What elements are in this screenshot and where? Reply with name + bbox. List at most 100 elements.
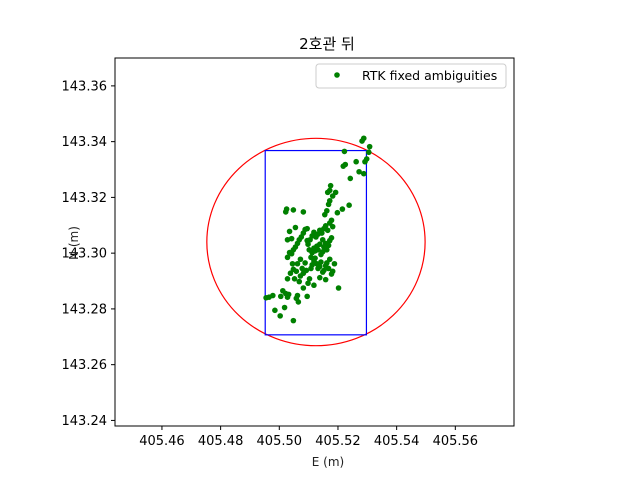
y-tick-label: 143.30 bbox=[62, 247, 108, 262]
data-point bbox=[290, 317, 297, 324]
data-point bbox=[291, 276, 298, 282]
data-point bbox=[326, 187, 333, 194]
x-tick-label: 405.48 bbox=[198, 434, 244, 449]
x-tick-label: 405.54 bbox=[374, 434, 420, 449]
x-tick-label: 405.56 bbox=[433, 434, 479, 449]
data-point bbox=[316, 241, 323, 248]
data-point bbox=[270, 292, 276, 299]
data-point bbox=[297, 256, 304, 263]
data-point bbox=[316, 274, 323, 281]
data-point bbox=[290, 207, 297, 213]
data-point bbox=[305, 280, 311, 287]
data-point bbox=[302, 260, 308, 266]
data-point bbox=[326, 256, 333, 263]
overlay-layer bbox=[206, 137, 426, 347]
legend-marker bbox=[334, 72, 340, 78]
x-axis-ticks: 405.46 405.48 405.50 405.52 405.54 405.56 bbox=[139, 426, 478, 449]
data-point bbox=[294, 260, 301, 267]
data-point bbox=[353, 158, 359, 165]
y-axis-ticks: 143.24 143.26 143.28 143.30 143.32 143.34 143.… bbox=[62, 79, 115, 429]
data-point bbox=[360, 135, 367, 142]
legend-box bbox=[315, 63, 507, 89]
data-point bbox=[303, 267, 310, 274]
data-point bbox=[304, 237, 310, 244]
legend: RTK fixed ambiguities bbox=[315, 63, 507, 89]
data-point bbox=[329, 268, 336, 275]
data-point bbox=[286, 228, 293, 235]
data-point bbox=[335, 285, 342, 291]
data-point bbox=[324, 227, 331, 234]
data-point bbox=[329, 223, 336, 230]
data-point bbox=[322, 276, 329, 283]
y-axis-label: N (m) bbox=[67, 226, 81, 260]
data-point bbox=[308, 254, 314, 261]
x-tick-label: 405.52 bbox=[315, 434, 361, 449]
data-point bbox=[332, 189, 339, 196]
data-point bbox=[288, 235, 295, 242]
legend-label: RTK fixed ambiguities bbox=[362, 68, 497, 83]
data-point bbox=[293, 268, 300, 275]
data-point bbox=[342, 161, 349, 168]
data-point bbox=[284, 254, 291, 261]
data-point bbox=[306, 276, 313, 282]
data-point bbox=[328, 217, 335, 224]
data-point bbox=[315, 247, 321, 253]
data-point bbox=[341, 148, 348, 155]
data-point bbox=[304, 225, 310, 232]
data-point bbox=[289, 260, 296, 267]
data-point bbox=[366, 143, 373, 150]
y-tick-label: 143.28 bbox=[62, 302, 108, 317]
x-tick-label: 405.50 bbox=[257, 434, 303, 449]
data-point bbox=[347, 175, 354, 182]
y-tick-label: 143.36 bbox=[62, 79, 108, 94]
data-point bbox=[281, 304, 288, 311]
data-point bbox=[328, 235, 335, 241]
y-tick-label: 143.26 bbox=[62, 358, 108, 373]
scatter-series bbox=[263, 135, 373, 324]
data-point bbox=[284, 276, 291, 282]
data-point bbox=[326, 197, 333, 204]
y-tick-label: 143.34 bbox=[62, 135, 108, 150]
data-point bbox=[325, 242, 332, 249]
data-point bbox=[346, 202, 352, 208]
data-point bbox=[318, 259, 324, 265]
data-point bbox=[285, 291, 292, 298]
data-point bbox=[321, 267, 327, 274]
data-point bbox=[306, 247, 313, 253]
data-point bbox=[287, 270, 294, 277]
y-tick-label: 143.24 bbox=[62, 414, 108, 429]
data-point bbox=[324, 207, 330, 214]
x-tick-label: 405.46 bbox=[139, 434, 185, 449]
data-point bbox=[322, 223, 329, 229]
data-point bbox=[316, 263, 323, 270]
data-point bbox=[331, 260, 338, 267]
x-axis-label: E (m) bbox=[312, 455, 344, 469]
data-point bbox=[304, 293, 310, 300]
data-point bbox=[325, 265, 332, 272]
data-point bbox=[300, 209, 307, 215]
data-point bbox=[311, 282, 317, 289]
data-point bbox=[295, 299, 302, 305]
data-point bbox=[300, 285, 307, 291]
data-point bbox=[272, 307, 278, 314]
data-point bbox=[356, 168, 362, 175]
data-point bbox=[319, 230, 325, 236]
data-point bbox=[296, 278, 303, 285]
data-point bbox=[319, 236, 326, 243]
data-point bbox=[363, 156, 370, 162]
overlay-circle bbox=[206, 137, 426, 347]
overlay-rectangle bbox=[264, 149, 368, 336]
data-point bbox=[327, 182, 334, 189]
data-point bbox=[334, 209, 341, 216]
plot-area bbox=[114, 57, 515, 427]
data-point bbox=[360, 170, 367, 177]
y-tick-label: 143.32 bbox=[62, 191, 108, 206]
data-point bbox=[292, 224, 299, 231]
data-point bbox=[277, 313, 283, 319]
data-point bbox=[283, 206, 290, 212]
data-point bbox=[339, 206, 346, 212]
data-point bbox=[324, 247, 330, 253]
data-point bbox=[277, 293, 284, 300]
data-point bbox=[365, 149, 372, 156]
